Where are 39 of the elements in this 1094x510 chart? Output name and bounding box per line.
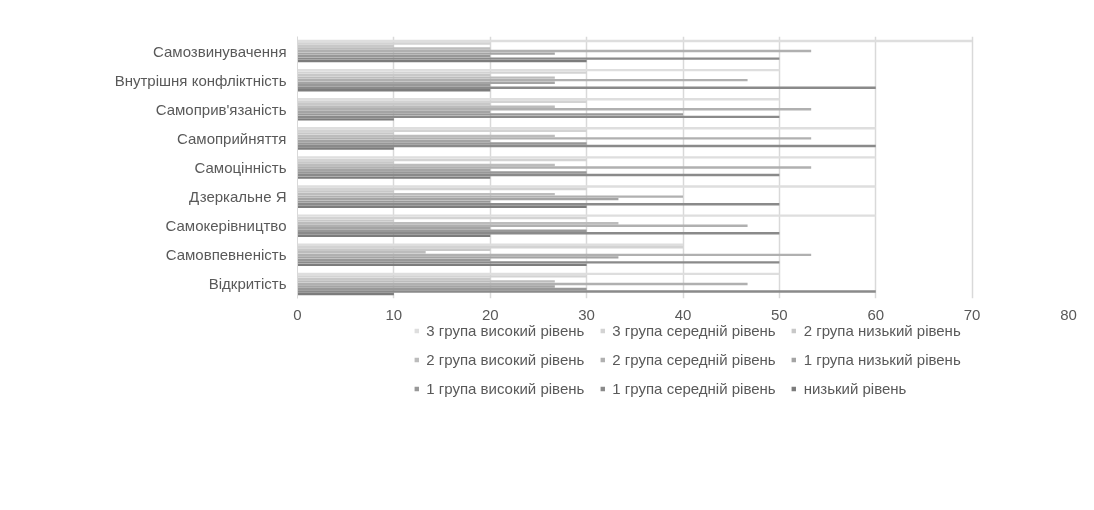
x-tick-label: 70 — [963, 305, 981, 323]
x-tick-label: 50 — [771, 305, 788, 323]
y-tick-label: Внутрішня конфліктність — [114, 71, 287, 89]
y-tick-label: Самозвинувачення — [153, 42, 287, 60]
bar — [297, 261, 780, 264]
y-tick-label: Самокерівництво — [165, 217, 287, 235]
x-tick-label: 20 — [481, 305, 499, 323]
bar — [297, 147, 394, 150]
y-tick-label: Самоприв'язаність — [155, 100, 287, 118]
y-tick-label: Самоприйняття — [177, 129, 287, 147]
x-tick-label: 10 — [385, 305, 403, 323]
legend-label: 3 група середній рівень — [612, 322, 776, 339]
x-tick-label: 0 — [293, 305, 302, 323]
bar — [297, 290, 876, 293]
y-tick-label: Самоцінність — [194, 159, 287, 176]
legend-label: 2 група низький рівень — [803, 322, 961, 339]
legend-label: 2 група високий рівень — [426, 351, 585, 368]
x-tick-label: 80 — [1060, 305, 1077, 323]
bar — [297, 137, 812, 140]
x-tick-label: 30 — [578, 305, 595, 323]
bar — [297, 171, 587, 174]
legend-label: 1 група високий рівень — [426, 380, 585, 397]
bar — [297, 118, 394, 121]
bar — [297, 176, 491, 179]
bar — [297, 57, 780, 60]
legend-label: 1 група середній рівень — [612, 380, 776, 397]
legend-label: 2 група середній рівень — [612, 351, 776, 368]
x-tick-label: 60 — [867, 305, 885, 323]
bar — [297, 142, 587, 145]
legend-label: 3 група високий рівень — [426, 322, 585, 339]
bar — [297, 113, 683, 116]
x-tick-label: 40 — [674, 305, 692, 323]
y-tick-label: Дзеркальне Я — [189, 188, 287, 206]
y-tick-label: Відкритість — [208, 275, 287, 293]
bar — [297, 195, 683, 198]
legend-label: 1 група низький рівень — [803, 351, 961, 368]
legend-label: низький рівень — [803, 380, 907, 397]
y-tick-label: Самовпевненість — [165, 246, 287, 264]
bar — [297, 166, 812, 169]
